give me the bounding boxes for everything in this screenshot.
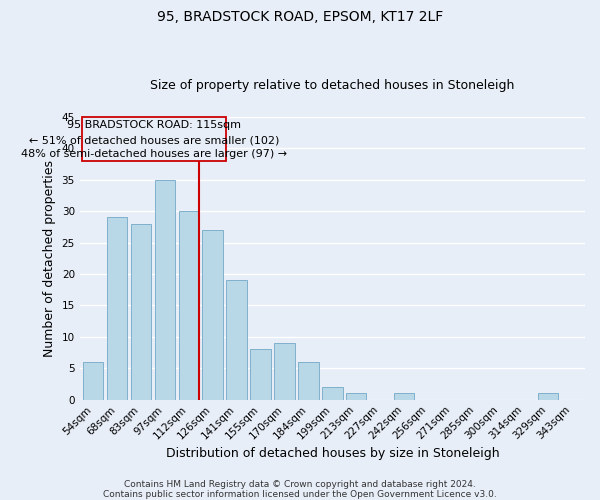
Bar <box>107 218 127 400</box>
Bar <box>298 362 319 400</box>
Y-axis label: Number of detached properties: Number of detached properties <box>43 160 56 357</box>
Bar <box>250 350 271 400</box>
Bar <box>322 387 343 400</box>
Bar <box>83 362 103 400</box>
Bar <box>179 211 199 400</box>
Bar <box>346 394 367 400</box>
Bar <box>394 394 415 400</box>
Text: 95 BRADSTOCK ROAD: 115sqm: 95 BRADSTOCK ROAD: 115sqm <box>67 120 241 130</box>
FancyBboxPatch shape <box>82 117 226 161</box>
Bar <box>226 280 247 400</box>
Bar <box>202 230 223 400</box>
Text: 95, BRADSTOCK ROAD, EPSOM, KT17 2LF: 95, BRADSTOCK ROAD, EPSOM, KT17 2LF <box>157 10 443 24</box>
Title: Size of property relative to detached houses in Stoneleigh: Size of property relative to detached ho… <box>150 79 515 92</box>
Text: ← 51% of detached houses are smaller (102): ← 51% of detached houses are smaller (10… <box>29 135 279 145</box>
Bar <box>131 224 151 400</box>
Text: 48% of semi-detached houses are larger (97) →: 48% of semi-detached houses are larger (… <box>21 150 287 160</box>
Bar <box>538 394 558 400</box>
X-axis label: Distribution of detached houses by size in Stoneleigh: Distribution of detached houses by size … <box>166 447 499 460</box>
Bar <box>274 343 295 400</box>
Text: Contains public sector information licensed under the Open Government Licence v3: Contains public sector information licen… <box>103 490 497 499</box>
Bar <box>155 180 175 400</box>
Text: Contains HM Land Registry data © Crown copyright and database right 2024.: Contains HM Land Registry data © Crown c… <box>124 480 476 489</box>
